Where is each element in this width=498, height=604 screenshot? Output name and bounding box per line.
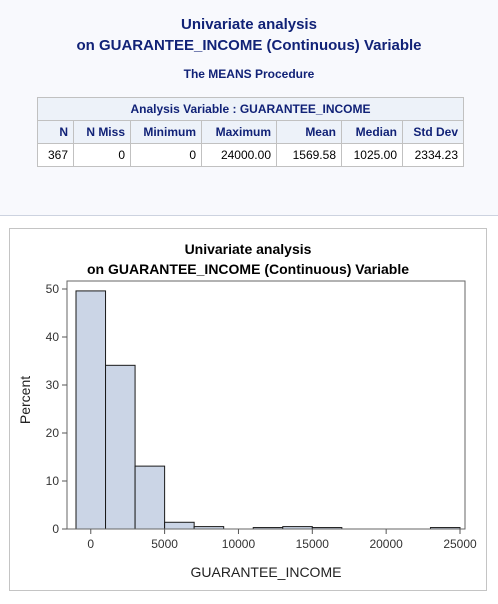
histogram-panel: Univariate analysis on GUARANTEE_INCOME … <box>9 228 487 591</box>
column-header-mean: Mean <box>276 120 342 144</box>
cell-n: 367 <box>37 143 74 167</box>
cell-minimum: 0 <box>130 143 202 167</box>
x-tick-label: 10000 <box>222 537 256 551</box>
histogram-bar <box>164 521 195 530</box>
column-header-std-dev: Std Dev <box>402 120 464 144</box>
section-divider <box>0 215 498 216</box>
histogram-chart: Univariate analysis on GUARANTEE_INCOME … <box>17 241 477 580</box>
column-header-n-miss: N Miss <box>73 120 131 144</box>
chart-title: Univariate analysis <box>185 241 312 257</box>
cell-maximum: 24000.00 <box>201 143 277 167</box>
cell-n-miss: 0 <box>73 143 131 167</box>
y-tick-label: 0 <box>52 522 59 536</box>
y-tick-label: 20 <box>46 426 60 440</box>
table-header-row: N N Miss Minimum Maximum Mean Median Std… <box>37 120 464 144</box>
column-header-n: N <box>37 120 74 144</box>
y-tick-label: 40 <box>46 330 60 344</box>
chart-subtitle: on GUARANTEE_INCOME (Continuous) Variabl… <box>87 261 409 277</box>
histogram-bar <box>134 465 166 530</box>
plot-area-frame <box>66 280 466 530</box>
y-tick-label: 50 <box>46 282 60 296</box>
table-row: 367 0 0 24000.00 1569.58 1025.00 2334.23 <box>37 143 464 167</box>
table-caption-row: Analysis Variable : GUARANTEE_INCOME <box>37 97 464 121</box>
report-title-variable: on GUARANTEE_INCOME (Continuous) Variabl… <box>76 37 422 54</box>
x-tick-label: 20000 <box>369 537 403 551</box>
x-tick-label: 25000 <box>443 537 477 551</box>
x-tick-label: 0 <box>87 537 94 551</box>
x-tick-label: 5000 <box>151 537 178 551</box>
histogram-bar <box>105 364 136 530</box>
report-title: Univariate analysis <box>181 16 317 33</box>
column-header-minimum: Minimum <box>130 120 202 144</box>
y-axis-label: Percent <box>17 376 33 424</box>
x-tick-label: 15000 <box>296 537 330 551</box>
column-header-median: Median <box>341 120 403 144</box>
histogram-bar <box>75 290 107 530</box>
x-axis: 0 5000 10000 15000 20000 25000 <box>87 529 477 551</box>
cell-mean: 1569.58 <box>276 143 342 167</box>
column-header-maximum: Maximum <box>201 120 277 144</box>
histogram-bars <box>75 290 461 530</box>
means-table: Analysis Variable : GUARANTEE_INCOME N N… <box>37 97 464 167</box>
procedure-name: The MEANS Procedure <box>183 67 315 81</box>
cell-std-dev: 2334.23 <box>402 143 464 167</box>
cell-median: 1025.00 <box>341 143 403 167</box>
x-axis-label: GUARANTEE_INCOME <box>191 564 342 580</box>
y-tick-label: 10 <box>46 474 60 488</box>
y-tick-label: 30 <box>46 378 60 392</box>
y-axis: 0 10 20 30 40 50 <box>46 282 67 536</box>
table-caption: Analysis Variable : GUARANTEE_INCOME <box>37 97 464 121</box>
